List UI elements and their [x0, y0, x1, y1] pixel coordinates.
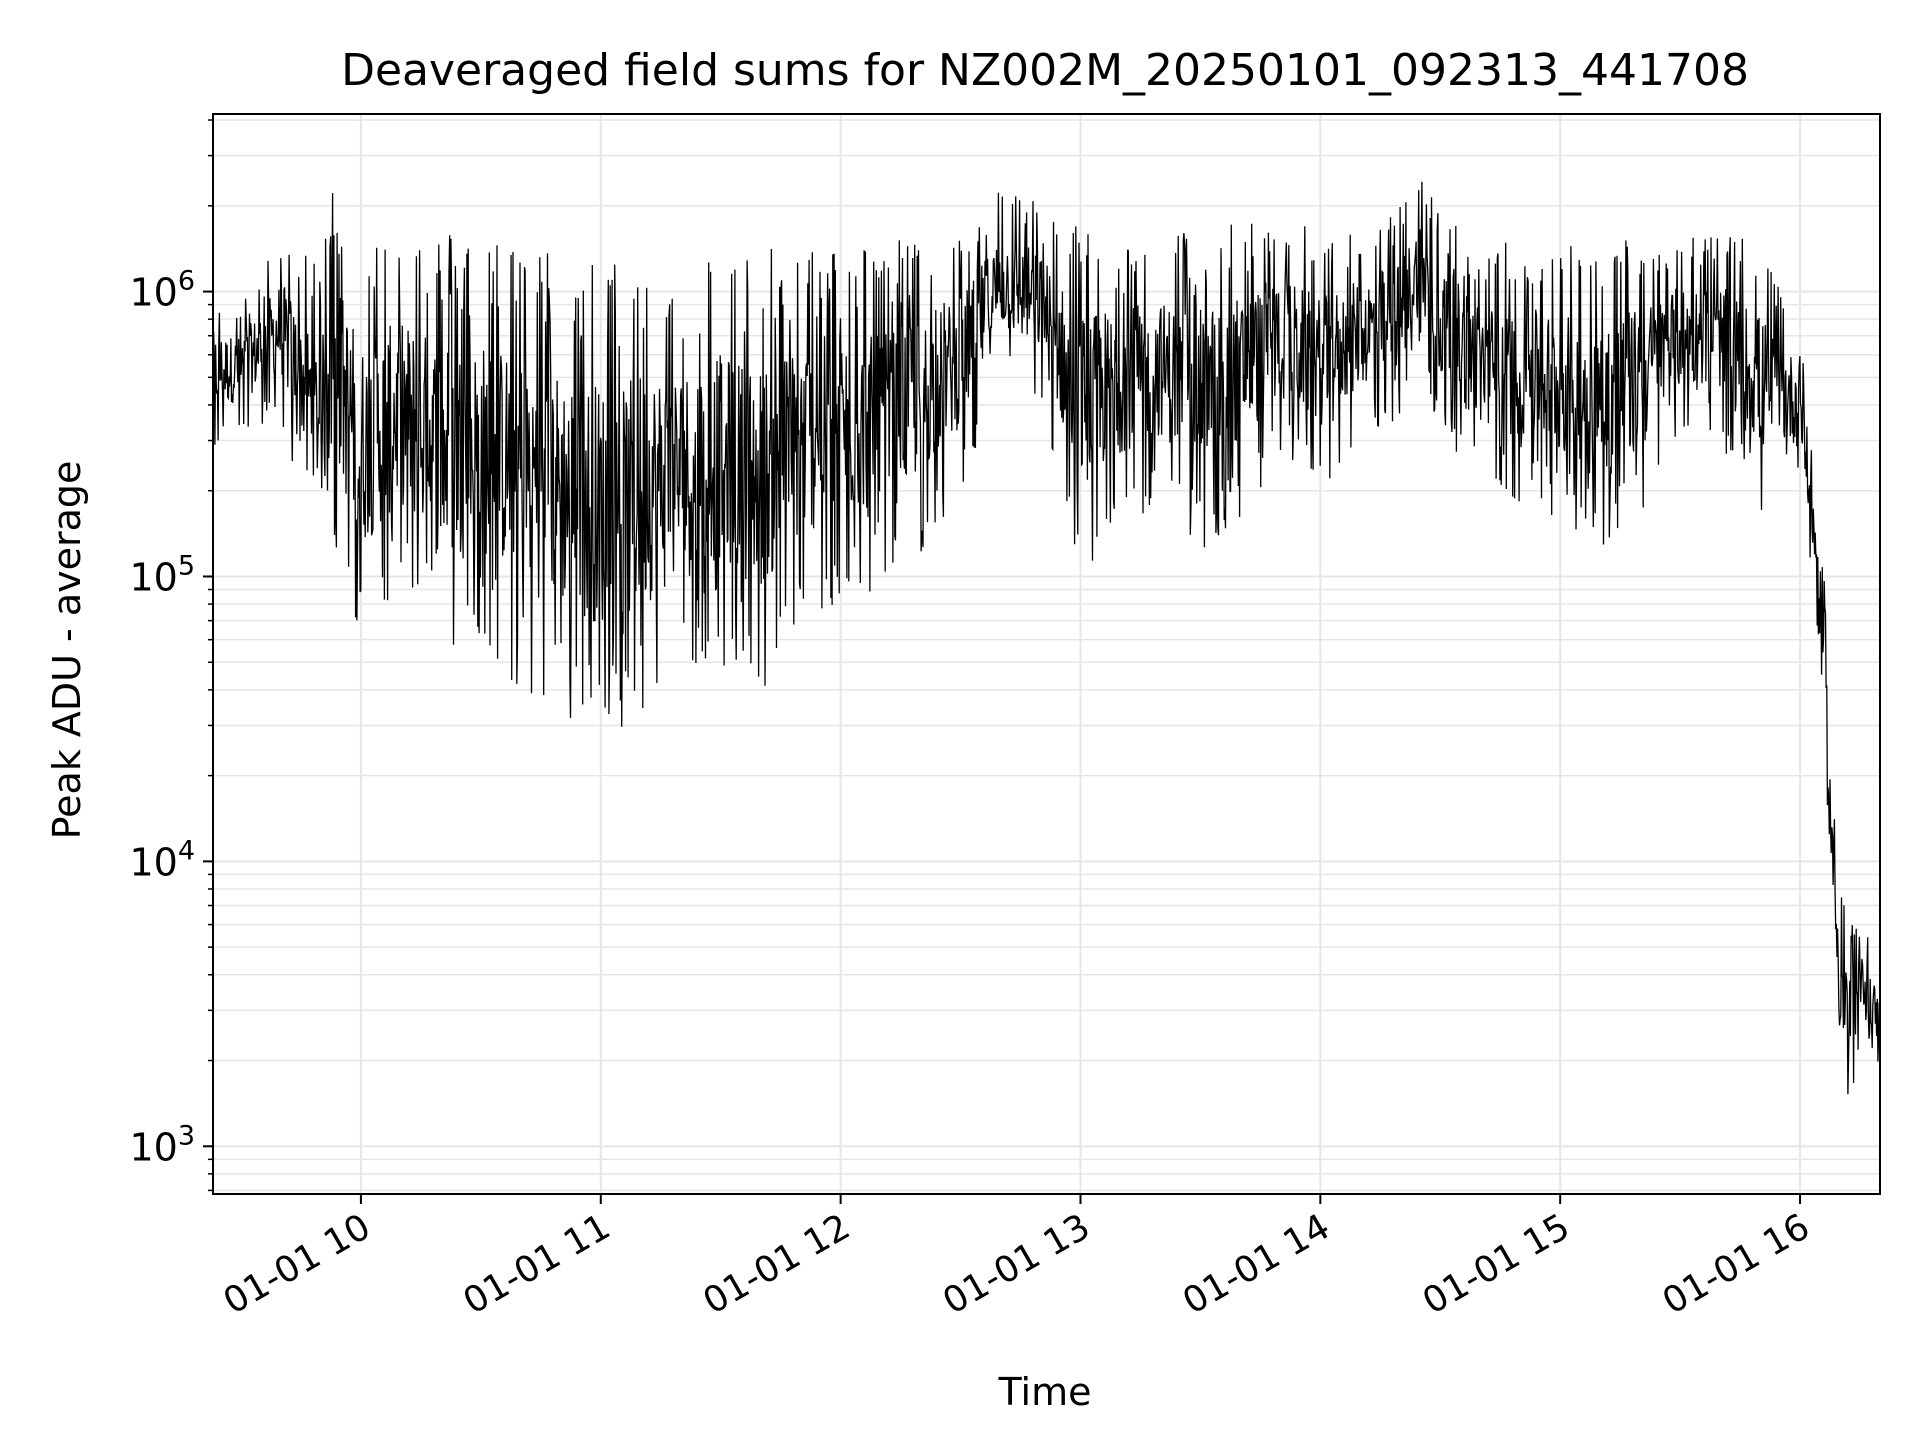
y-axis-label: Peak ADU - average — [45, 461, 89, 840]
y-tick-label-base: 10 — [129, 1125, 177, 1169]
y-tick-label-base: 10 — [129, 271, 177, 315]
y-tick-label-exponent: 6 — [178, 266, 195, 297]
y-tick-label: 103 — [129, 1120, 195, 1169]
y-tick-label-base: 10 — [129, 555, 177, 599]
y-tick-label-exponent: 3 — [178, 1120, 195, 1151]
y-tick-label-exponent: 4 — [178, 835, 195, 866]
chart-title: Deaveraged field sums for NZ002M_2025010… — [341, 45, 1749, 96]
y-tick-label-exponent: 5 — [178, 550, 195, 581]
x-axis-label: Time — [998, 1370, 1092, 1414]
data-layer — [212, 181, 1881, 1095]
y-tick-label: 104 — [129, 835, 195, 884]
series-line — [212, 181, 1881, 1095]
y-tick-label: 106 — [129, 266, 195, 315]
y-tick-label-base: 10 — [129, 840, 177, 884]
y-tick-label: 105 — [129, 550, 195, 599]
plot-frame — [212, 113, 1881, 1195]
